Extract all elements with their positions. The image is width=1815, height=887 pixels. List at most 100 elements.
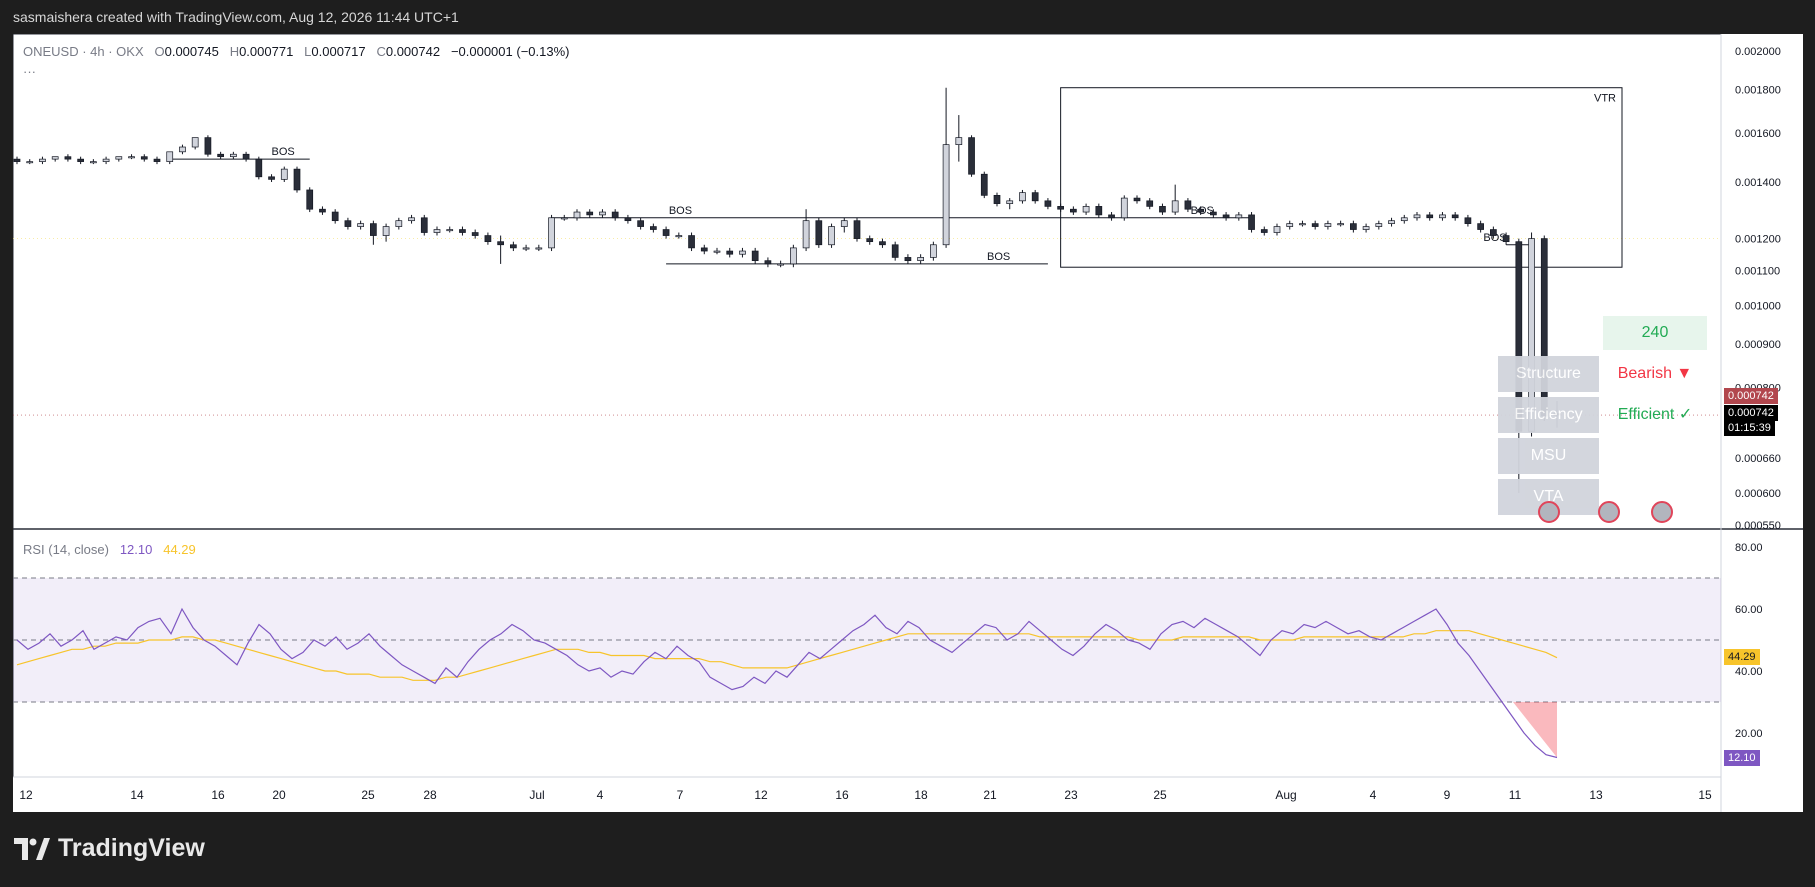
candle-body	[611, 211, 619, 219]
candle-body	[471, 232, 479, 236]
candle-body	[1031, 192, 1039, 202]
candle-body	[433, 229, 441, 233]
candle-body	[357, 223, 364, 227]
rsi-name[interactable]: RSI (14, close)	[23, 542, 109, 557]
time-tick-label: 16	[835, 788, 849, 802]
candle-body	[344, 220, 352, 227]
candle-body	[637, 220, 644, 227]
candle-body	[510, 244, 517, 249]
candle-body	[1006, 200, 1014, 204]
candle-body	[1120, 197, 1128, 219]
candle-body	[866, 238, 874, 243]
candle-body	[1464, 217, 1472, 224]
candle-body	[1350, 223, 1357, 230]
rsi-ma-value: 44.29	[163, 542, 196, 557]
rsi-legend: RSI (14, close) 12.10 44.29	[23, 542, 196, 557]
candle-body	[1248, 214, 1255, 230]
candle-body	[662, 229, 670, 236]
price-tick-label: 0.001100	[1735, 266, 1780, 278]
us-flag-icon[interactable]	[1598, 501, 1620, 523]
open-value: 0.000745	[164, 44, 219, 59]
candle-body	[917, 257, 924, 262]
candle-body	[802, 220, 810, 249]
tile-structure: Structure	[1498, 356, 1599, 392]
candle-body	[1057, 206, 1064, 210]
candle-body	[1108, 214, 1115, 219]
candle-body	[1146, 200, 1154, 207]
high-value: 0.000771	[239, 44, 294, 59]
candle-body	[268, 176, 275, 180]
us-flag-icon[interactable]	[1651, 501, 1673, 523]
candle-body	[675, 235, 683, 238]
candle-body	[1159, 206, 1166, 213]
candle-body	[13, 158, 21, 162]
candle-body	[1210, 211, 1217, 216]
candle-body	[942, 144, 950, 246]
candle-body	[1375, 223, 1383, 227]
candle-body	[560, 217, 568, 220]
rsi-tick-label: 40.00	[1735, 666, 1763, 678]
candle-body	[1260, 229, 1268, 233]
candle-body	[446, 229, 454, 232]
candle-body	[751, 250, 759, 262]
rsi-oversold-fill	[1513, 702, 1557, 758]
time-tick-label: Aug	[1275, 788, 1296, 802]
candle-body	[1082, 206, 1090, 213]
candle-body	[688, 235, 695, 249]
candle-body	[739, 250, 746, 255]
time-tick-label: 12	[19, 788, 33, 802]
candle-body	[1235, 214, 1243, 219]
candle-body	[930, 244, 937, 258]
us-flag-icon[interactable]	[1538, 501, 1560, 523]
candle-body	[548, 217, 555, 249]
candle-body	[1171, 200, 1179, 213]
candle-body	[191, 137, 199, 148]
structure-value: Bearish ▼	[1617, 365, 1693, 382]
candle-body	[102, 158, 110, 162]
candle-body	[484, 235, 492, 243]
candle-body	[522, 247, 530, 250]
candle-body	[26, 161, 34, 164]
bos-label: BOS	[987, 251, 1010, 263]
candle-body	[1413, 214, 1421, 219]
candle-body	[459, 229, 466, 233]
vtr-box	[1060, 87, 1623, 268]
more-options-icon[interactable]: ···	[23, 64, 36, 79]
chart-svg[interactable]: 0.002000 0.001800 0.001600 0.001400 0.001200…	[13, 34, 1803, 812]
candle-body	[599, 211, 606, 216]
candle-body	[115, 156, 123, 160]
symbol-name[interactable]: ONEUSD · 4h · OKX	[23, 44, 144, 59]
candle-body	[904, 257, 912, 262]
candle-body	[700, 247, 708, 252]
rsi-tick-label: 80.00	[1735, 542, 1763, 554]
time-tick-label: 12	[754, 788, 768, 802]
candle-body	[1019, 192, 1026, 202]
change-value: −0.000001 (−0.13%)	[450, 44, 570, 59]
top-bar: sasmaishera created with TradingView.com…	[0, 0, 1815, 34]
candle-body	[420, 217, 428, 233]
close-label: C	[376, 44, 386, 59]
candle-body	[255, 158, 263, 178]
time-tick-label: 15	[1698, 788, 1712, 802]
candle-body	[408, 217, 415, 222]
time-tick-label: 23	[1064, 788, 1078, 802]
candle-body	[891, 244, 899, 258]
price-tick-label: 0.001200	[1735, 234, 1781, 246]
price-tick-label: 0.000660	[1735, 453, 1781, 465]
candle-body	[777, 263, 784, 266]
rsi-ma-line	[16, 630, 1558, 681]
candle-body	[179, 146, 186, 153]
chart-area[interactable]: 0.002000 0.001800 0.001600 0.001400 0.001200…	[13, 34, 1803, 812]
candle-body	[980, 173, 988, 196]
low-label: L	[304, 44, 312, 59]
candle-body	[204, 137, 212, 155]
candle-body	[242, 153, 250, 160]
price-tick-label: 0.002000	[1735, 46, 1781, 58]
candle-body	[1095, 206, 1103, 216]
candle-body	[1400, 217, 1408, 222]
candle-body	[840, 220, 848, 227]
candle-body	[955, 137, 963, 145]
time-tick-label: 21	[983, 788, 997, 802]
open-label: O	[154, 44, 165, 59]
price-tick-label: 0.000550	[1735, 520, 1781, 532]
